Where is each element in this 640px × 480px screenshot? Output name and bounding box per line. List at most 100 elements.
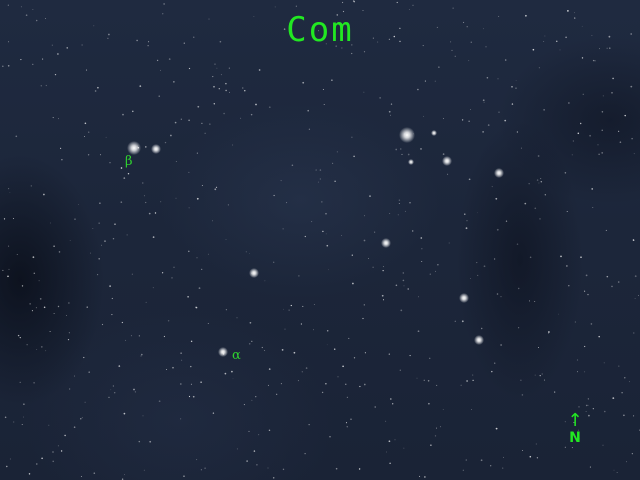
faint-star bbox=[401, 153, 403, 155]
faint-star bbox=[9, 192, 11, 193]
faint-star bbox=[140, 355, 142, 357]
faint-star bbox=[436, 26, 438, 28]
faint-star bbox=[7, 275, 9, 278]
faint-star bbox=[86, 306, 88, 308]
faint-star bbox=[305, 367, 308, 369]
faint-star bbox=[249, 253, 250, 254]
faint-star bbox=[99, 202, 101, 204]
faint-star bbox=[536, 179, 539, 181]
faint-star bbox=[249, 321, 252, 324]
faint-star bbox=[313, 303, 315, 306]
faint-star bbox=[491, 370, 493, 373]
faint-star bbox=[400, 148, 402, 150]
faint-star bbox=[290, 304, 292, 307]
faint-star bbox=[504, 119, 507, 122]
faint-star bbox=[517, 327, 520, 329]
faint-star bbox=[83, 356, 85, 359]
faint-star bbox=[123, 412, 126, 415]
faint-star bbox=[220, 74, 222, 76]
faint-star bbox=[108, 33, 110, 36]
faint-star bbox=[145, 146, 147, 148]
star bbox=[474, 335, 484, 345]
faint-star bbox=[598, 153, 600, 156]
faint-star bbox=[482, 99, 485, 102]
faint-star bbox=[136, 39, 138, 42]
faint-star bbox=[629, 381, 630, 383]
faint-star bbox=[419, 475, 421, 477]
faint-star bbox=[624, 114, 626, 117]
faint-star bbox=[538, 347, 540, 348]
faint-star bbox=[101, 323, 104, 326]
faint-star bbox=[69, 240, 71, 241]
faint-star bbox=[66, 47, 68, 49]
star bbox=[459, 293, 469, 303]
faint-star bbox=[601, 152, 604, 154]
faint-star bbox=[276, 393, 278, 395]
faint-star bbox=[381, 294, 384, 297]
faint-star bbox=[268, 429, 271, 432]
faint-star bbox=[120, 201, 123, 203]
faint-star bbox=[395, 148, 398, 151]
faint-star bbox=[434, 80, 436, 82]
faint-star bbox=[313, 329, 314, 331]
faint-star bbox=[159, 69, 162, 71]
faint-star bbox=[485, 46, 487, 48]
faint-star bbox=[532, 48, 535, 51]
faint-star bbox=[171, 277, 173, 279]
faint-star bbox=[403, 447, 405, 449]
faint-star bbox=[374, 231, 376, 233]
faint-star bbox=[490, 465, 492, 467]
faint-star bbox=[52, 460, 54, 463]
faint-star bbox=[404, 210, 406, 212]
faint-star bbox=[264, 280, 266, 282]
faint-star bbox=[29, 303, 31, 305]
faint-star bbox=[421, 260, 423, 263]
faint-star bbox=[618, 365, 620, 367]
faint-star bbox=[248, 430, 250, 432]
faint-star bbox=[45, 18, 46, 19]
faint-star bbox=[192, 395, 195, 398]
faint-star bbox=[90, 252, 92, 254]
faint-star bbox=[33, 381, 35, 384]
faint-star bbox=[581, 25, 583, 27]
faint-star bbox=[188, 250, 190, 253]
faint-star bbox=[175, 197, 177, 199]
faint-star bbox=[148, 41, 150, 43]
faint-star bbox=[111, 297, 113, 300]
faint-star bbox=[616, 472, 618, 473]
faint-star bbox=[125, 339, 127, 341]
faint-star bbox=[216, 67, 218, 69]
faint-star bbox=[633, 415, 635, 417]
faint-star bbox=[156, 59, 159, 62]
faint-star bbox=[93, 472, 96, 474]
faint-star bbox=[298, 275, 300, 277]
faint-star bbox=[66, 315, 67, 316]
faint-star bbox=[631, 137, 633, 140]
faint-star bbox=[256, 463, 258, 466]
faint-star bbox=[293, 351, 296, 354]
faint-star bbox=[158, 95, 160, 97]
faint-star bbox=[529, 256, 532, 259]
faint-star bbox=[584, 345, 586, 348]
faint-star bbox=[98, 222, 100, 224]
faint-star bbox=[377, 41, 379, 43]
faint-star bbox=[158, 400, 161, 403]
faint-star bbox=[585, 404, 588, 407]
faint-star bbox=[417, 330, 420, 333]
faint-star bbox=[342, 1, 344, 4]
faint-star bbox=[399, 40, 401, 43]
faint-star bbox=[333, 348, 336, 350]
faint-star bbox=[520, 379, 522, 381]
faint-star bbox=[148, 212, 151, 215]
faint-star bbox=[229, 91, 230, 93]
faint-star bbox=[537, 155, 540, 157]
faint-star bbox=[575, 418, 576, 419]
faint-star bbox=[36, 348, 38, 350]
faint-star bbox=[331, 79, 333, 81]
faint-star bbox=[543, 40, 545, 43]
faint-star bbox=[511, 85, 513, 88]
faint-star bbox=[564, 421, 566, 423]
faint-star bbox=[476, 262, 478, 264]
faint-star bbox=[145, 301, 147, 303]
faint-star bbox=[57, 305, 60, 308]
